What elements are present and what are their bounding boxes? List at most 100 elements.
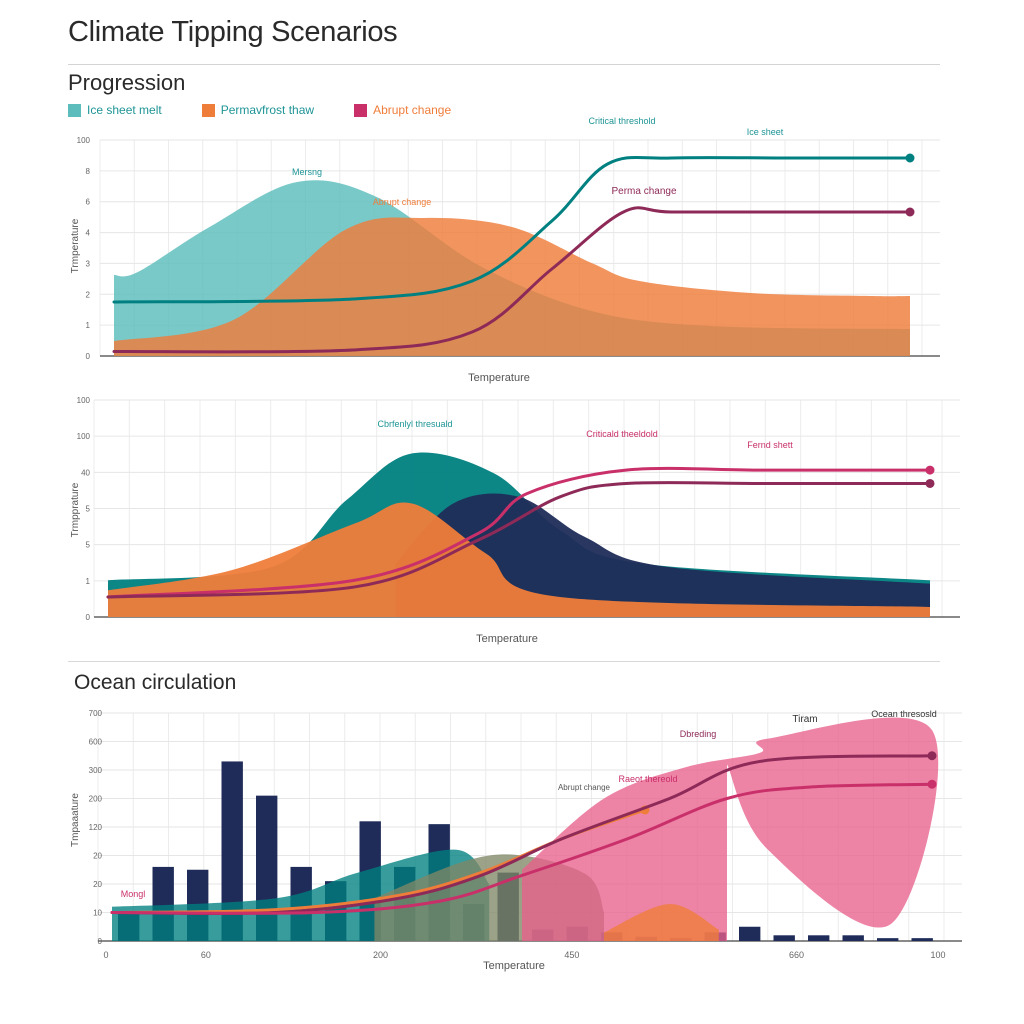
series-area [395, 493, 930, 617]
bar [877, 938, 899, 941]
y-tick-label: 100 [77, 432, 91, 441]
annotation-abrupt-change: Abrupt change [373, 197, 432, 207]
legend-label: Abrupt change [373, 103, 452, 117]
y-tick-label: 700 [89, 709, 103, 718]
divider [68, 64, 940, 65]
plot-area [112, 153, 915, 356]
x-axis-label: Temperature [483, 960, 545, 972]
plot-area [110, 717, 939, 941]
bar [808, 935, 830, 941]
legend-item-abrupt-change: Abrupt change [354, 103, 451, 117]
y-axis-label: Tmpaaature [70, 793, 81, 847]
series-line [112, 206, 912, 354]
legend-item-ice-sheet-melt: Ice sheet melt [68, 103, 162, 117]
y-tick-label: 0 [86, 352, 91, 361]
y-tick-label: 3 [86, 259, 91, 268]
bar [773, 935, 795, 941]
series-area [604, 903, 719, 941]
legend-label: Ice sheet melt [87, 103, 162, 117]
x-ticks: 0 60 200 450 660 100 [103, 950, 945, 960]
series-marker [927, 751, 937, 761]
x-tick-label: 60 [201, 950, 211, 960]
legend-swatch [354, 103, 368, 117]
y-tick-label: 8 [86, 167, 91, 176]
series-area [108, 502, 930, 617]
y-tick-label: 5 [86, 505, 91, 514]
y-tick-label: 300 [89, 766, 103, 775]
y-tick-label: 10 [93, 909, 102, 918]
annotation-threshold: Cbrfenlyl thresuald [377, 419, 452, 429]
bar [911, 938, 933, 941]
y-ticks: 0 10 20 20 120 200 300 600 700 [89, 709, 103, 946]
bar [221, 761, 243, 941]
series-line [110, 782, 934, 915]
legend-swatch [68, 103, 81, 117]
y-tick-label: 1 [86, 577, 91, 586]
series-marker [905, 153, 915, 163]
x-tick-label: 660 [789, 950, 804, 960]
y-tick-label: 0 [98, 937, 103, 946]
y-axis-label: Trmpprature [70, 482, 81, 537]
x-tick-label: 200 [373, 950, 388, 960]
y-tick-label: 20 [93, 852, 102, 861]
chart-ocean-circulation: 0 10 20 20 120 200 300 600 700 0 60 200 450 660 100 T… [70, 709, 962, 972]
y-tick-label: 120 [89, 823, 103, 832]
plot-area [106, 452, 935, 617]
annotation-raeot-thereold: Raeot thereold [618, 774, 677, 784]
chart-tipping-middle: 0 1 5 5 40 100 100 Temperature Trmpprature Cbr… [70, 396, 960, 645]
y-ticks: 0 1 5 5 40 100 100 [77, 396, 91, 622]
series-marker [925, 478, 935, 488]
series-area [114, 217, 910, 356]
x-axis-label: Temperature [468, 372, 530, 384]
bar [739, 926, 761, 941]
y-tick-label: 100 [77, 396, 91, 405]
y-tick-label: 1 [86, 321, 91, 330]
legend-label: Permavfrost thaw [220, 103, 315, 117]
section-title-progression: Progression [68, 70, 186, 95]
y-tick-label: 40 [81, 468, 90, 477]
annotation-critical: Criticald theeldold [586, 429, 658, 439]
series-marker [925, 465, 935, 475]
annotation-critical-threshold-text: Critical threshold [588, 116, 655, 126]
bar [842, 935, 864, 941]
x-axis-label: Temperature [476, 633, 538, 645]
chart-progression: 0 1 2 3 4 6 8 100 Temperature Trmperature Mersn… [70, 116, 940, 384]
annotation-ocean-threshold: Ocean thresosld [871, 709, 937, 719]
legend-swatch [201, 103, 215, 117]
y-tick-label: 600 [89, 738, 103, 747]
legend: Ice sheet melt Permavfrost thaw Abrupt c… [68, 103, 451, 117]
annotation-ice-sheet: Ice sheet [747, 127, 784, 137]
legend-item-permafrost-thaw: Permavfrost thaw [201, 103, 315, 117]
x-tick-label: 0 [103, 950, 108, 960]
series-area [522, 717, 939, 941]
y-tick-label: 100 [77, 136, 91, 145]
section-title-ocean-circulation: Ocean circulation [74, 671, 237, 694]
series-line [106, 466, 932, 599]
series-marker [905, 207, 915, 217]
annotation-perma-change: Perma change [611, 186, 676, 197]
annotation-dbreding: Dbreding [680, 729, 717, 739]
x-tick-label: 100 [930, 950, 945, 960]
series-marker [927, 779, 937, 789]
annotation-mongl: Mongl [121, 889, 146, 899]
y-tick-label: 0 [86, 613, 91, 622]
y-ticks: 0 1 2 3 4 6 8 100 [77, 136, 91, 361]
annotation-abrupt-change: Abrupt change [558, 783, 611, 792]
y-tick-label: 2 [86, 290, 91, 299]
x-tick-label: 450 [564, 950, 579, 960]
annotation-fernd-shett: Fernd shett [747, 440, 793, 450]
y-tick-label: 6 [86, 198, 91, 207]
divider [68, 661, 940, 662]
page-title: Climate Tipping Scenarios [68, 16, 398, 48]
annotation-mersng: Mersng [292, 167, 322, 177]
annotation-critical-threshold: Critical threshold [588, 116, 655, 126]
y-tick-label: 5 [86, 541, 91, 550]
y-tick-label: 200 [89, 795, 103, 804]
y-tick-label: 20 [93, 880, 102, 889]
y-tick-label: 4 [86, 229, 91, 238]
series-line [112, 155, 912, 304]
y-axis-label: Trmperature [70, 218, 81, 273]
annotation-tiram: Tiram [792, 714, 817, 725]
series-line [106, 480, 932, 599]
